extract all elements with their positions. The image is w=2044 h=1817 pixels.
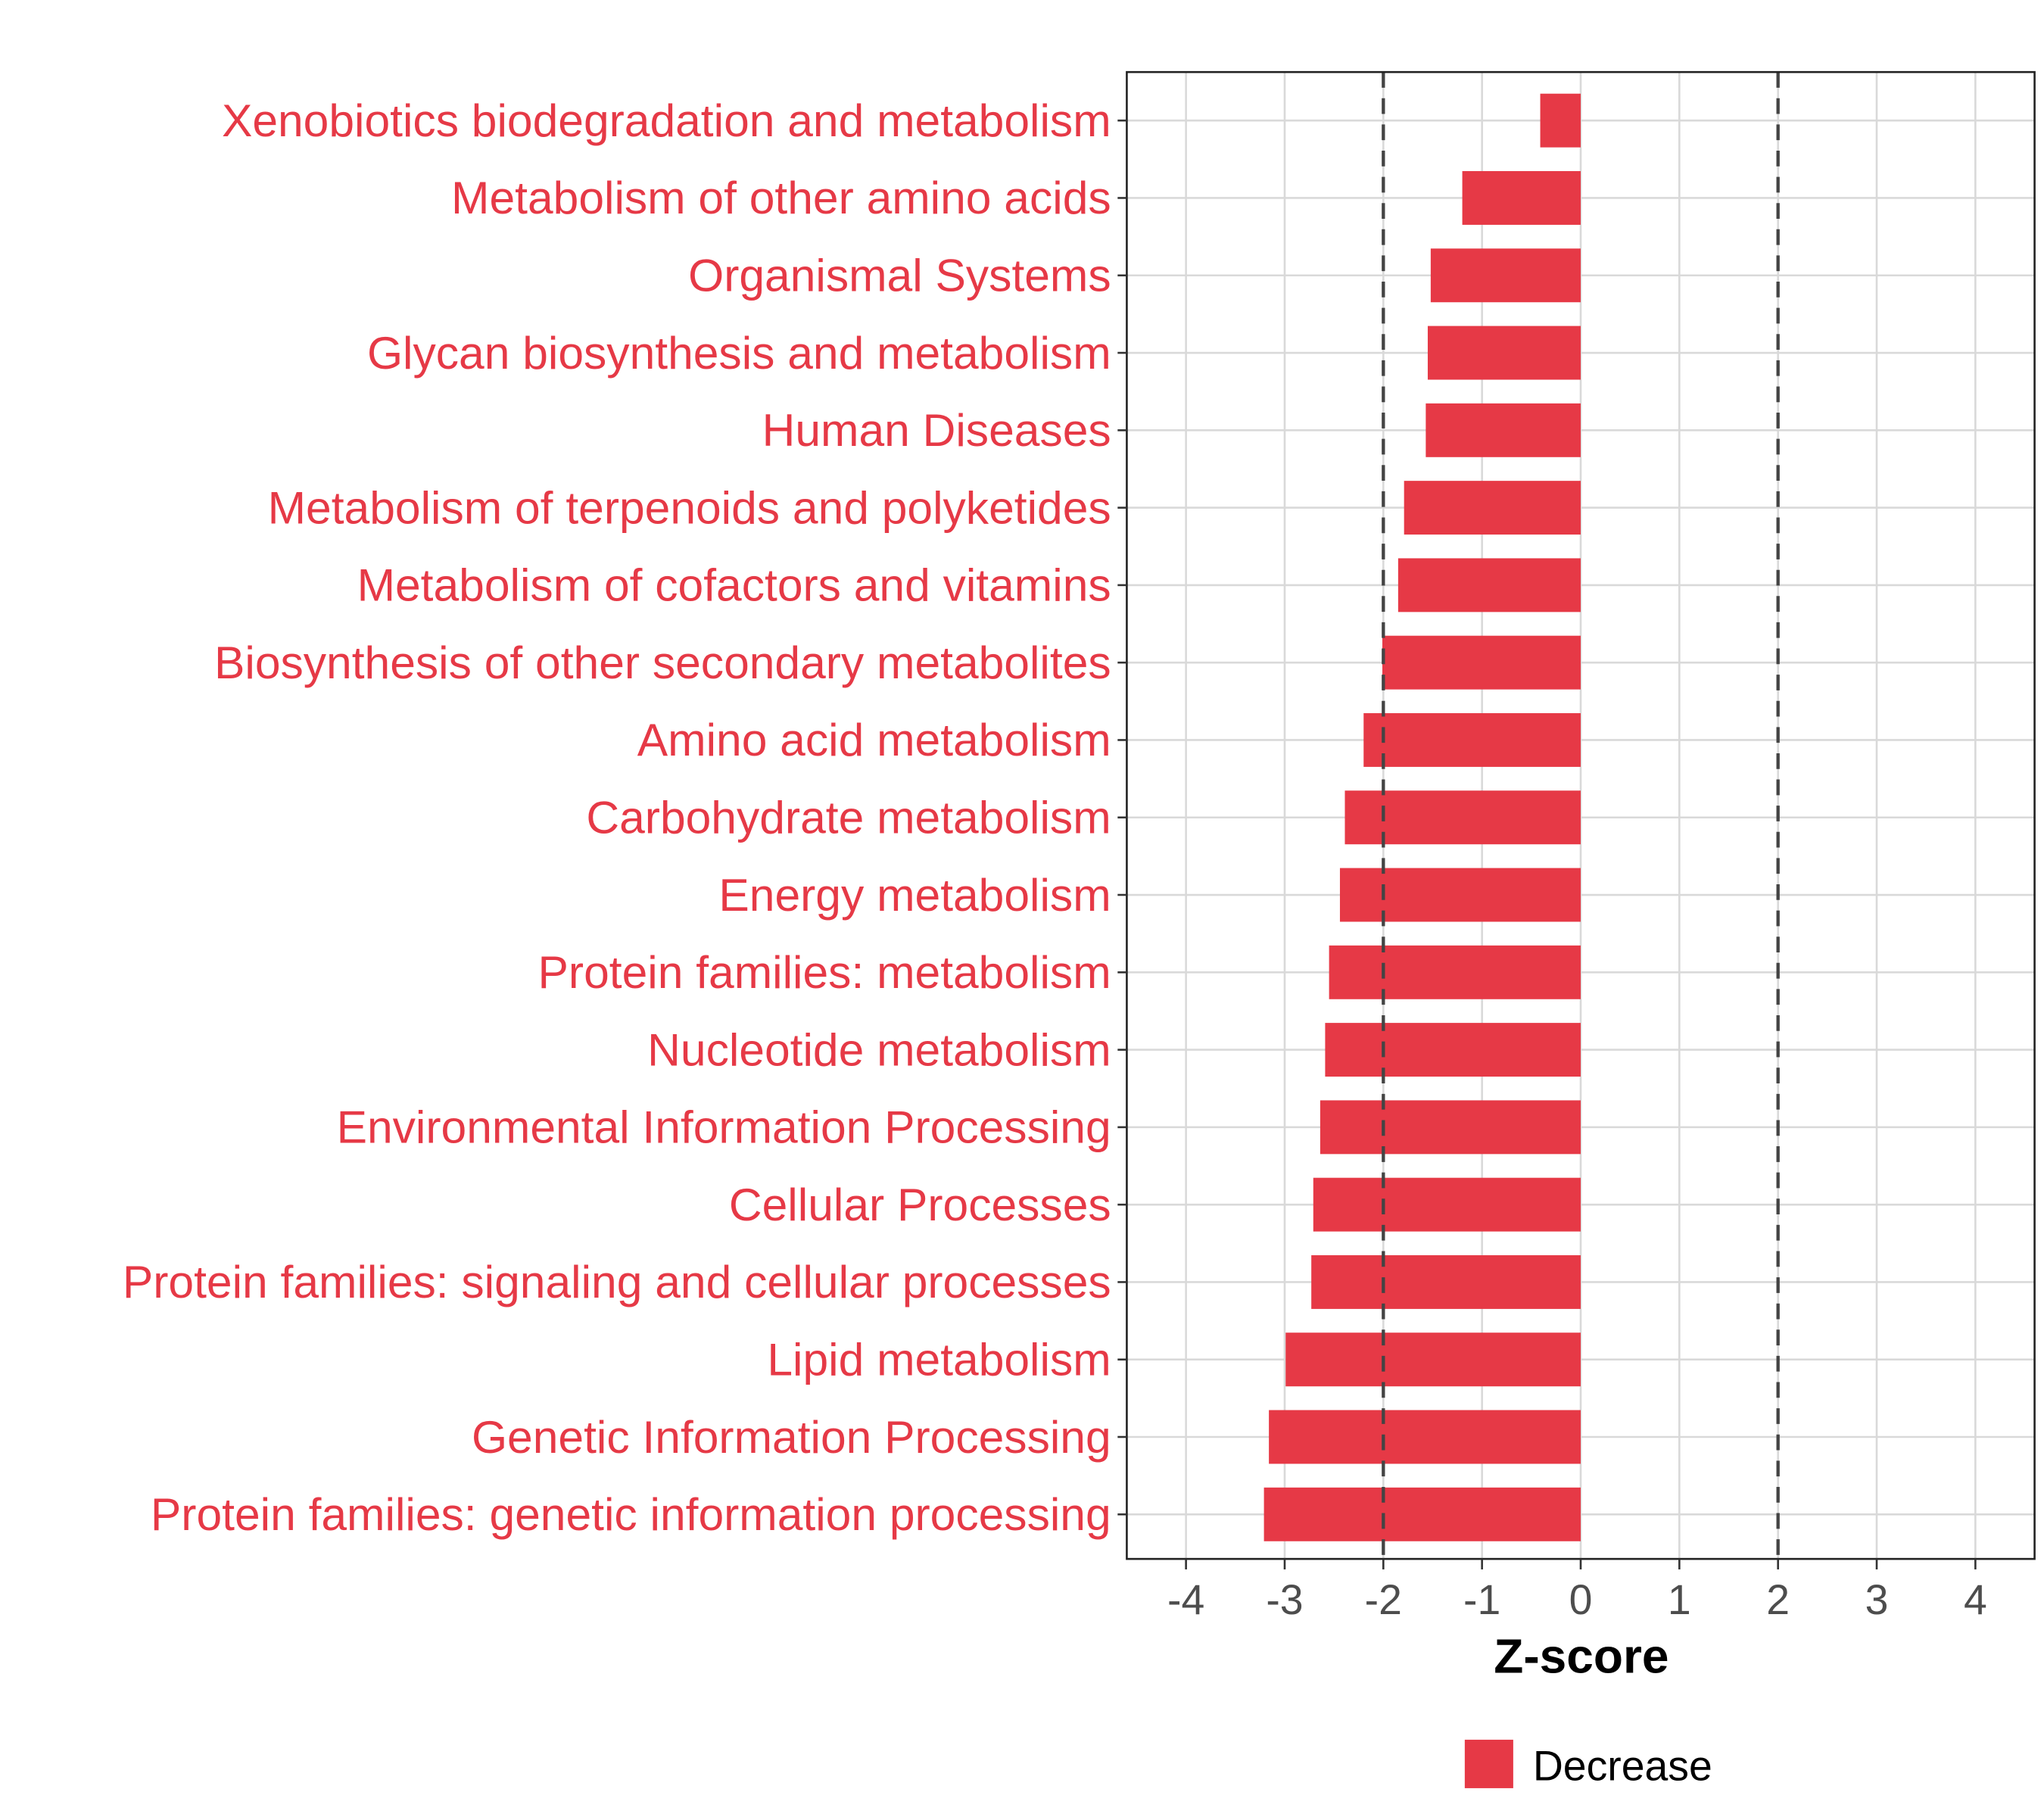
legend: Decrease <box>1464 1739 1712 1790</box>
y-tick-label: Carbohydrate metabolism <box>586 792 1111 843</box>
bar <box>1285 1332 1581 1387</box>
bar <box>1325 1023 1581 1077</box>
y-tick-label: Cellular Processes <box>729 1179 1111 1230</box>
y-axis-labels: Xenobiotics biodegradation and metabolis… <box>123 95 1127 1540</box>
y-tick-label: Metabolism of terpenoids and polyketides <box>268 482 1111 533</box>
bar <box>1269 1410 1581 1464</box>
y-tick-label: Protein families: metabolism <box>538 946 1111 998</box>
legend-label-decrease: Decrease <box>1533 1743 1712 1790</box>
y-tick-label: Metabolism of other amino acids <box>451 172 1111 223</box>
bar <box>1311 1254 1581 1309</box>
x-axis-ticks: -4 -3 -2 -1 0 1 2 3 4 <box>1167 1559 1987 1623</box>
legend-swatch-decrease <box>1464 1739 1513 1788</box>
y-tick-label: Amino acid metabolism <box>637 714 1111 765</box>
bar <box>1263 1487 1581 1541</box>
y-tick-label: Biosynthesis of other secondary metaboli… <box>214 637 1111 688</box>
y-tick-label: Glycan biosynthesis and metabolism <box>367 327 1111 379</box>
x-tick-label: 0 <box>1569 1576 1593 1623</box>
x-tick-label: -3 <box>1266 1576 1303 1623</box>
bar <box>1430 248 1581 303</box>
bar <box>1462 171 1581 225</box>
bar <box>1426 403 1581 457</box>
bar <box>1339 868 1581 922</box>
y-tick-label: Genetic Information Processing <box>472 1411 1111 1463</box>
y-tick-label: Nucleotide metabolism <box>647 1024 1111 1075</box>
x-tick-label: -1 <box>1463 1576 1500 1623</box>
y-tick-label: Energy metabolism <box>718 869 1111 921</box>
bar <box>1404 481 1581 535</box>
x-tick-label: 2 <box>1766 1576 1790 1623</box>
bar <box>1397 558 1581 612</box>
bar <box>1427 326 1581 380</box>
y-tick-label: Metabolism of cofactors and vitamins <box>357 559 1111 611</box>
y-tick-label: Xenobiotics biodegradation and metabolis… <box>222 95 1111 146</box>
reference-lines <box>1382 72 1780 1560</box>
y-tick-label: Protein families: signaling and cellular… <box>123 1256 1111 1307</box>
bar <box>1363 712 1581 767</box>
y-tick-label: Organismal Systems <box>688 250 1111 301</box>
y-tick-label: Protein families: genetic information pr… <box>151 1488 1111 1540</box>
y-tick-label: Environmental Information Processing <box>337 1102 1111 1153</box>
bar <box>1382 635 1581 690</box>
bar <box>1344 790 1581 845</box>
bar <box>1320 1100 1581 1155</box>
bar <box>1313 1177 1581 1232</box>
y-tick-label: Human Diseases <box>762 404 1111 456</box>
y-tick-label: Lipid metabolism <box>767 1333 1111 1385</box>
x-tick-label: 4 <box>1964 1576 1987 1623</box>
x-tick-label: -4 <box>1167 1576 1204 1623</box>
x-axis-title: Z-score <box>1494 1629 1669 1684</box>
x-tick-label: 1 <box>1668 1576 1691 1623</box>
bars <box>1263 93 1581 1541</box>
bar <box>1540 93 1581 148</box>
x-tick-label: -2 <box>1365 1576 1402 1623</box>
bar <box>1329 945 1581 999</box>
x-tick-label: 3 <box>1865 1576 1889 1623</box>
